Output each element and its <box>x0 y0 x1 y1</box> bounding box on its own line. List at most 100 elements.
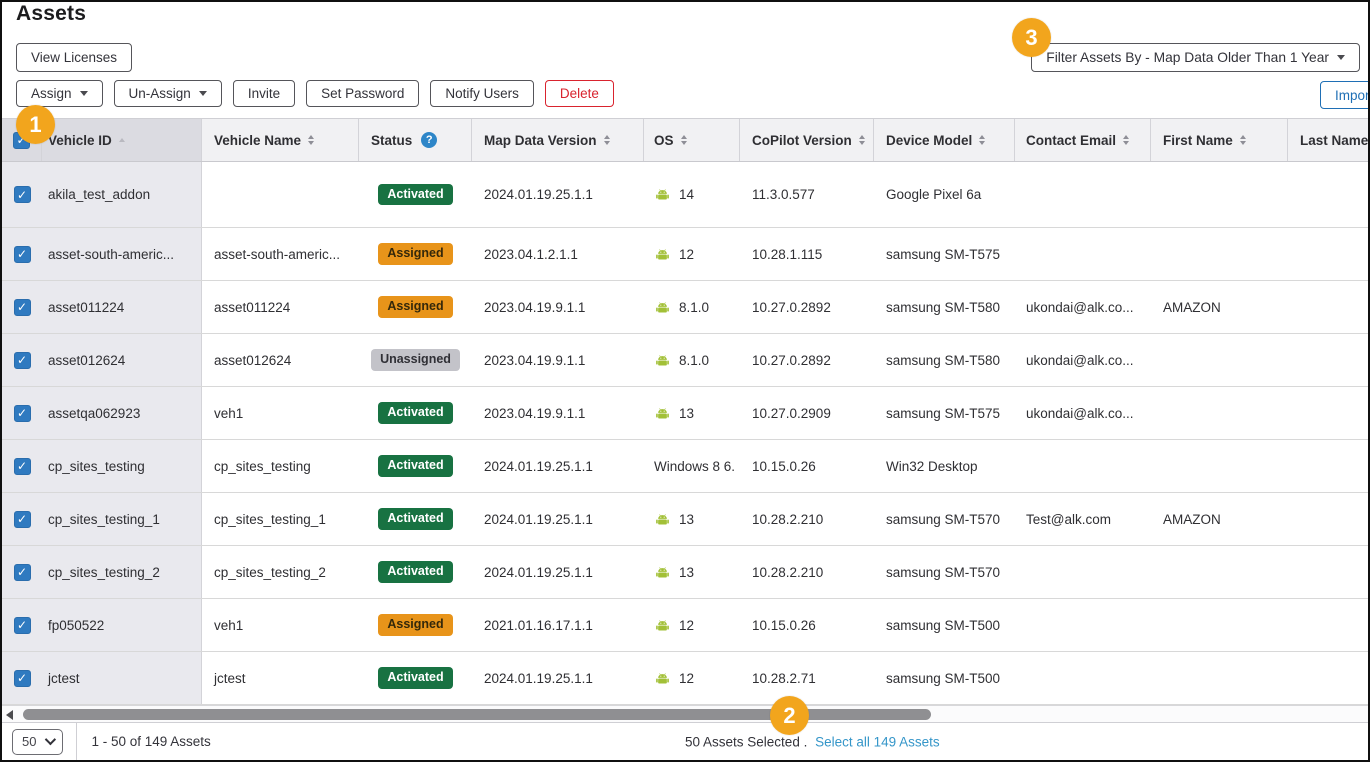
view-licenses-button[interactable]: View Licenses <box>16 43 133 72</box>
header-last-name[interactable]: Last Name <box>1288 119 1368 161</box>
header-device-model[interactable]: Device Model <box>874 119 1015 161</box>
pagination-range-text: 1 - 50 of 149 Assets <box>91 734 211 749</box>
map-data-version-cell: 2021.01.16.17.1.1 <box>484 617 593 633</box>
vehicle-id-cell: cp_sites_testing_1 <box>42 493 202 545</box>
header-vehicle-name[interactable]: Vehicle Name <box>202 119 359 161</box>
vehicle-id-cell: asset011224 <box>42 281 202 333</box>
row-checkbox[interactable]: ✓ <box>13 351 31 369</box>
row-checkbox[interactable]: ✓ <box>13 669 31 687</box>
map-data-version-cell: 2023.04.19.9.1.1 <box>484 352 586 368</box>
os-cell: 8.1.0 <box>644 281 740 333</box>
row-checkbox[interactable]: ✓ <box>13 510 31 528</box>
header-os[interactable]: OS <box>644 119 740 161</box>
page-title: Assets <box>16 2 87 25</box>
header-copilot-version[interactable]: CoPilot Version <box>740 119 874 161</box>
action-button-row: Assign Un-Assign Invite Set Password Not… <box>16 80 614 107</box>
selection-summary: 50 Assets Selected . Select all 149 Asse… <box>685 734 940 749</box>
row-checkbox[interactable]: ✓ <box>13 186 31 203</box>
header-first-name-label: First Name <box>1163 132 1233 148</box>
status-badge: Activated <box>378 402 453 424</box>
sort-icon <box>979 135 986 145</box>
table-row[interactable]: ✓ asset011224 asset011224 Assigned 2023.… <box>2 281 1368 334</box>
header-device-model-label: Device Model <box>886 132 973 148</box>
device-model-cell: samsung SM-T575 <box>886 246 1001 262</box>
page-size-select[interactable]: 50 <box>12 728 64 755</box>
header-vehicle-name-label: Vehicle Name <box>214 132 302 148</box>
horizontal-scrollbar[interactable] <box>2 705 1368 723</box>
os-cell: 12 <box>644 599 740 651</box>
table-row[interactable]: ✓ assetqa062923 veh1 Activated 2023.04.1… <box>2 387 1368 440</box>
row-checkbox[interactable]: ✓ <box>13 616 31 634</box>
status-badge: Activated <box>378 183 453 206</box>
vehicle-id-cell: cp_sites_testing_2 <box>42 546 202 598</box>
android-icon <box>654 406 671 421</box>
table-row[interactable]: ✓ asset012624 asset012624 Unassigned 202… <box>2 334 1368 387</box>
set-password-button[interactable]: Set Password <box>306 80 420 107</box>
table-row[interactable]: ✓ fp050522 veh1 Assigned 2021.01.16.17.1… <box>2 599 1368 652</box>
import-label: Import <box>1335 87 1370 103</box>
contact-email-cell <box>1015 440 1151 492</box>
header-os-label: OS <box>654 132 674 148</box>
callout-badge-3: 3 <box>1012 18 1051 57</box>
row-checkbox[interactable]: ✓ <box>13 563 31 581</box>
copilot-version-cell: 10.27.0.2892 <box>752 299 831 315</box>
status-cell: Assigned <box>359 599 472 651</box>
table-row[interactable]: ✓ akila_test_addon Activated 2024.01.19.… <box>2 162 1368 228</box>
assign-button[interactable]: Assign <box>16 80 103 107</box>
status-cell: Unassigned <box>359 334 472 386</box>
row-checkbox[interactable]: ✓ <box>13 457 31 475</box>
status-cell: Activated <box>359 546 472 598</box>
vehicle-id-cell: cp_sites_testing <box>42 440 202 492</box>
delete-button[interactable]: Delete <box>544 80 614 107</box>
copilot-version-cell: 11.3.0.577 <box>752 187 815 202</box>
select-all-link[interactable]: Select all 149 Assets <box>815 734 940 749</box>
vehicle-id-cell: fp050522 <box>42 599 202 651</box>
row-checkbox-cell: ✓ <box>2 334 42 386</box>
last-name-cell <box>1288 334 1368 386</box>
filter-assets-dropdown[interactable]: Filter Assets By - Map Data Older Than 1… <box>1031 43 1360 72</box>
help-icon[interactable]: ? <box>421 132 438 148</box>
table-row[interactable]: ✓ jctest jctest Activated 2024.01.19.25.… <box>2 652 1368 705</box>
assets-table: ✓ Vehicle ID Vehicle Name Status ? Map D… <box>2 118 1368 705</box>
header-contact-email[interactable]: Contact Email <box>1015 119 1151 161</box>
row-checkbox[interactable]: ✓ <box>13 245 31 263</box>
table-row[interactable]: ✓ cp_sites_testing_2 cp_sites_testing_2 … <box>2 546 1368 599</box>
import-button[interactable]: Import <box>1320 81 1370 109</box>
last-name-cell <box>1288 387 1368 439</box>
notify-users-button[interactable]: Notify Users <box>430 80 534 107</box>
status-badge: Assigned <box>378 296 453 318</box>
callout-badge-1: 1 <box>16 105 55 144</box>
page-size-value: 50 <box>22 733 37 749</box>
header-map-data-version[interactable]: Map Data Version <box>472 119 644 161</box>
selected-count-text: 50 Assets Selected . <box>685 734 808 749</box>
last-name-cell <box>1288 546 1368 598</box>
page-size-wrap: 50 <box>2 723 78 760</box>
table-row[interactable]: ✓ cp_sites_testing_1 cp_sites_testing_1 … <box>2 493 1368 546</box>
sort-icon <box>308 135 315 145</box>
first-name-cell <box>1151 228 1288 280</box>
invite-button[interactable]: Invite <box>232 80 296 107</box>
header-status[interactable]: Status ? <box>359 119 472 161</box>
map-data-version-cell: 2024.01.19.25.1.1 <box>484 511 593 527</box>
sort-icon <box>858 135 865 145</box>
scroll-left-arrow-icon[interactable] <box>3 709 15 721</box>
chevron-down-icon <box>1337 55 1345 60</box>
scrollbar-thumb[interactable] <box>23 709 931 720</box>
os-cell: 14 <box>644 162 740 227</box>
vehicle-id-cell: akila_test_addon <box>42 162 202 227</box>
view-licenses-label: View Licenses <box>31 50 118 65</box>
header-vehicle-id[interactable]: Vehicle ID <box>42 119 202 161</box>
os-cell: 8.1.0 <box>644 334 740 386</box>
row-checkbox[interactable]: ✓ <box>13 298 31 316</box>
device-model-cell: samsung SM-T580 <box>886 352 1001 368</box>
vehicle-name-cell: veh1 <box>214 617 244 633</box>
table-row[interactable]: ✓ asset-south-americ... asset-south-amer… <box>2 228 1368 281</box>
table-row[interactable]: ✓ cp_sites_testing cp_sites_testing Acti… <box>2 440 1368 493</box>
un-assign-button[interactable]: Un-Assign <box>113 80 222 107</box>
row-checkbox[interactable]: ✓ <box>13 404 31 422</box>
header-first-name[interactable]: First Name <box>1151 119 1288 161</box>
set-password-label: Set Password <box>321 86 405 101</box>
row-checkbox-cell: ✓ <box>2 652 42 704</box>
first-name-cell <box>1151 334 1288 386</box>
vehicle-name-cell: cp_sites_testing_2 <box>214 564 326 580</box>
